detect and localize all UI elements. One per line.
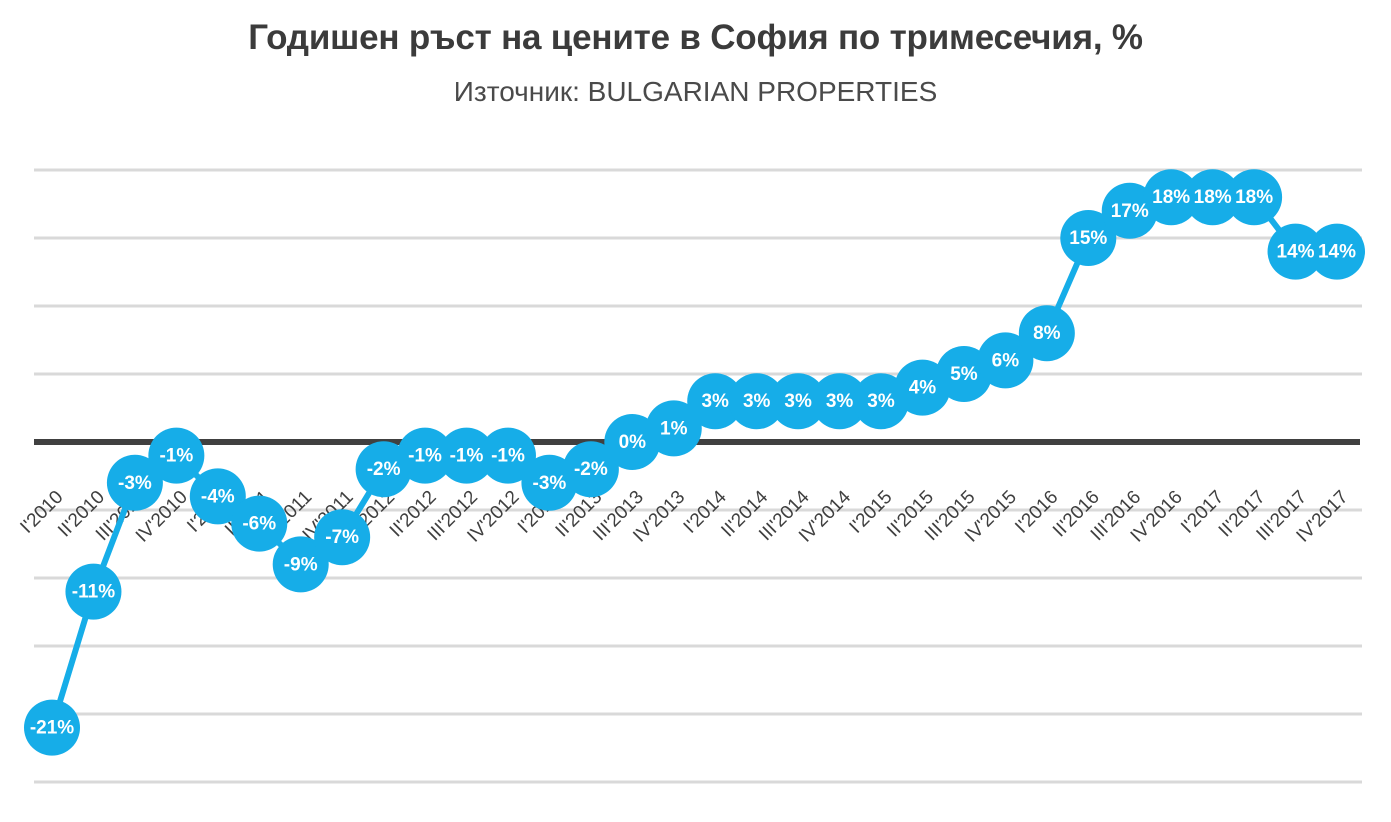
- data-point-marker[interactable]: [65, 563, 122, 620]
- data-point-label: 18%: [1152, 187, 1190, 208]
- data-point-label: 18%: [1235, 187, 1273, 208]
- data-point-label: 3%: [826, 391, 854, 412]
- data-point-label: -11%: [72, 582, 115, 603]
- data-point-label: 4%: [909, 378, 937, 399]
- data-point-marker[interactable]: [272, 536, 329, 593]
- data-point-label: -21%: [30, 718, 74, 739]
- data-point-marker[interactable]: [438, 427, 495, 484]
- chart-title: Годишен ръст на цените в София по тримес…: [248, 18, 1143, 57]
- data-point-label: -3%: [118, 473, 152, 494]
- data-point-label: -9%: [284, 554, 318, 575]
- data-point-marker[interactable]: [811, 373, 868, 430]
- data-point-marker[interactable]: [770, 373, 827, 430]
- data-point-label: -1%: [450, 446, 484, 467]
- data-point-label: 17%: [1111, 201, 1149, 222]
- data-point-marker[interactable]: [1309, 223, 1365, 280]
- data-point-label: -2%: [367, 459, 401, 480]
- data-point-marker[interactable]: [645, 400, 702, 457]
- data-point-marker[interactable]: [562, 441, 619, 498]
- data-point-marker[interactable]: [1143, 169, 1200, 226]
- data-point-markers: -21% -11% -3% -1% -4% -6% -9% -7% -2% -1% -1% -1% -3…: [24, 169, 1365, 756]
- data-point-marker[interactable]: [314, 509, 371, 566]
- data-point-label: 3%: [701, 391, 729, 412]
- data-point-marker[interactable]: [1060, 210, 1117, 266]
- data-point-label: -3%: [533, 473, 567, 494]
- data-point-label: 1%: [660, 418, 688, 439]
- data-point-label: -2%: [574, 459, 608, 480]
- data-point-marker[interactable]: [231, 495, 288, 552]
- data-point-label: 14%: [1318, 242, 1356, 263]
- data-series-line: [49, 194, 1340, 731]
- series-polyline: [49, 194, 1340, 731]
- data-point-marker[interactable]: [397, 427, 454, 484]
- data-point-label: 3%: [743, 391, 771, 412]
- data-point-label: 0%: [619, 432, 647, 453]
- data-point-marker[interactable]: [687, 373, 744, 430]
- data-point-label: 8%: [1033, 323, 1061, 344]
- data-point-label: -7%: [325, 527, 359, 548]
- data-point-label: -1%: [491, 446, 525, 467]
- data-point-label: 5%: [950, 364, 978, 385]
- data-point-marker[interactable]: [977, 332, 1034, 389]
- data-point-marker[interactable]: [106, 454, 163, 511]
- data-point-marker[interactable]: [1267, 223, 1324, 280]
- data-point-marker[interactable]: [728, 373, 785, 430]
- chart-subtitle: Източник: BULGARIAN PROPERTIES: [453, 76, 938, 107]
- data-point-marker[interactable]: [479, 427, 536, 484]
- data-point-marker[interactable]: [148, 427, 205, 484]
- data-point-marker[interactable]: [24, 699, 80, 756]
- data-point-marker[interactable]: [189, 468, 246, 525]
- data-point-label: 6%: [992, 350, 1020, 371]
- data-point-marker[interactable]: [1226, 169, 1283, 226]
- data-point-marker[interactable]: [1184, 169, 1241, 226]
- data-point-marker[interactable]: [1018, 305, 1075, 362]
- data-point-label: 15%: [1069, 228, 1107, 249]
- data-point-label: -1%: [159, 446, 193, 467]
- data-point-label: 3%: [867, 391, 895, 412]
- data-point-label: 18%: [1194, 187, 1232, 208]
- data-point-label: -6%: [242, 514, 276, 535]
- data-point-label: -1%: [408, 446, 442, 467]
- data-point-label: 3%: [784, 391, 812, 412]
- data-point-label: -4%: [201, 486, 235, 507]
- data-point-label: 14%: [1277, 242, 1315, 263]
